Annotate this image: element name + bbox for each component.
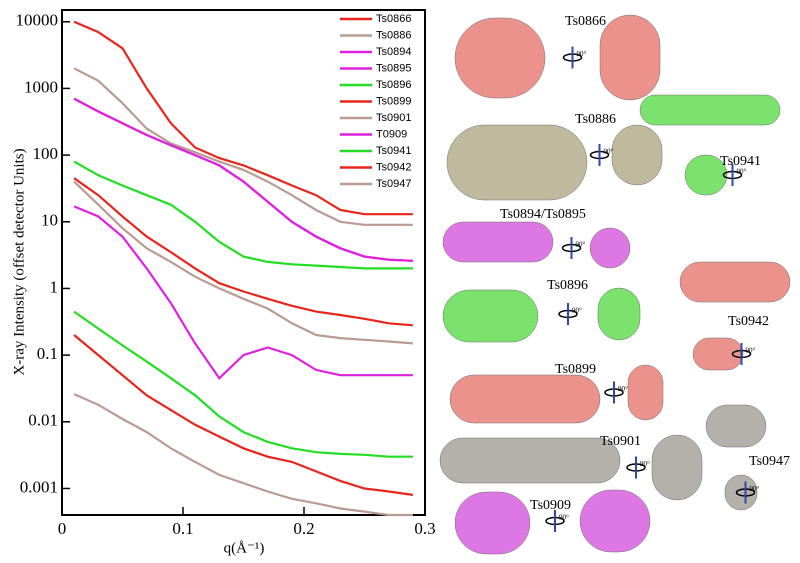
legend-label: Ts0894 [376, 46, 411, 58]
structure-label: Ts0896 [547, 278, 588, 293]
data-line [73, 334, 414, 496]
y-tick-label: 10 [41, 211, 58, 230]
data-line [73, 177, 413, 327]
data-line [73, 393, 413, 517]
x-axis-label: q(Å⁻¹) [224, 540, 265, 556]
legend-label: Ts0901 [376, 112, 411, 124]
structure-envelope [454, 491, 531, 555]
data-line [73, 67, 413, 226]
legend-label: Ts0941 [376, 145, 411, 157]
data-line [73, 180, 413, 345]
structure-label: Ts0947 [749, 454, 790, 469]
rotation-label: 90° [559, 514, 569, 522]
data-line [73, 97, 413, 262]
rotation-label: 90° [737, 168, 747, 176]
structure-label: Ts0866 [565, 14, 606, 29]
rotation-label: 90° [746, 347, 756, 355]
legend-label: Ts0942 [376, 161, 411, 173]
y-tick-label: 0.001 [20, 477, 58, 496]
structure-label: Ts0886 [575, 112, 616, 127]
structure-envelope [692, 337, 744, 371]
structure-envelope [679, 261, 791, 303]
structure-envelope [611, 124, 663, 186]
structure-envelope [439, 437, 621, 484]
rotation-label: 90° [576, 241, 586, 249]
structure-envelope [589, 227, 631, 269]
structure-label: Ts0901 [600, 434, 641, 449]
y-tick-label: 0.01 [28, 411, 58, 430]
structure-envelope [627, 364, 664, 421]
x-tick-label: 0.2 [293, 519, 314, 538]
data-line [73, 20, 413, 216]
structure-envelope [454, 17, 546, 99]
y-tick-label: 0.1 [37, 344, 58, 363]
rotation-label: 90° [577, 50, 587, 58]
y-tick-label: 100 [33, 144, 59, 163]
structure-envelope [442, 221, 554, 263]
data-line [73, 205, 413, 380]
structure-envelope [597, 287, 641, 341]
structure-envelope [705, 404, 767, 448]
x-tick-label: 0 [58, 519, 67, 538]
structure-label: Ts0941 [720, 154, 761, 169]
x-tick-label: 0.3 [414, 519, 435, 538]
legend-label: T0909 [376, 128, 407, 140]
rotation-label: 90° [572, 307, 582, 315]
structure-envelope [446, 124, 588, 201]
rotation-label: 90° [604, 148, 614, 156]
legend-label: Ts0947 [376, 178, 411, 190]
data-line [73, 97, 413, 262]
plot-frame [61, 9, 426, 516]
structure-envelope [449, 374, 601, 424]
rotation-label: 90° [618, 385, 628, 393]
structure-label: Ts0942 [728, 314, 769, 329]
y-axis-label: X-ray Intensity (offset detector Units) [11, 148, 27, 375]
structure-label: Ts0909 [530, 498, 571, 513]
legend-label: Ts0899 [376, 95, 411, 107]
x-tick-label: 0.1 [172, 519, 193, 538]
data-line [73, 310, 413, 458]
y-tick-label: 1 [50, 277, 59, 296]
rotation-label: 90° [640, 460, 650, 468]
y-tick-label: 10000 [16, 11, 59, 30]
rotation-label: 90° [750, 485, 760, 493]
structure-envelope [579, 489, 651, 553]
data-line [73, 160, 413, 270]
structure-envelope [684, 154, 728, 196]
legend-label: Ts0886 [376, 29, 411, 41]
legend-label: Ts0896 [376, 79, 411, 91]
structure-label: Ts0899 [555, 362, 596, 377]
y-tick-label: 1000 [24, 77, 58, 96]
structure-envelope [442, 289, 539, 343]
legend-label: Ts0895 [376, 62, 411, 74]
structure-label: Ts0894/Ts0895 [500, 207, 586, 222]
structure-envelope [599, 14, 661, 101]
structure-envelope [724, 474, 758, 511]
structure-envelope [639, 94, 781, 126]
legend-label: Ts0866 [376, 13, 411, 25]
structure-envelope [651, 434, 703, 501]
